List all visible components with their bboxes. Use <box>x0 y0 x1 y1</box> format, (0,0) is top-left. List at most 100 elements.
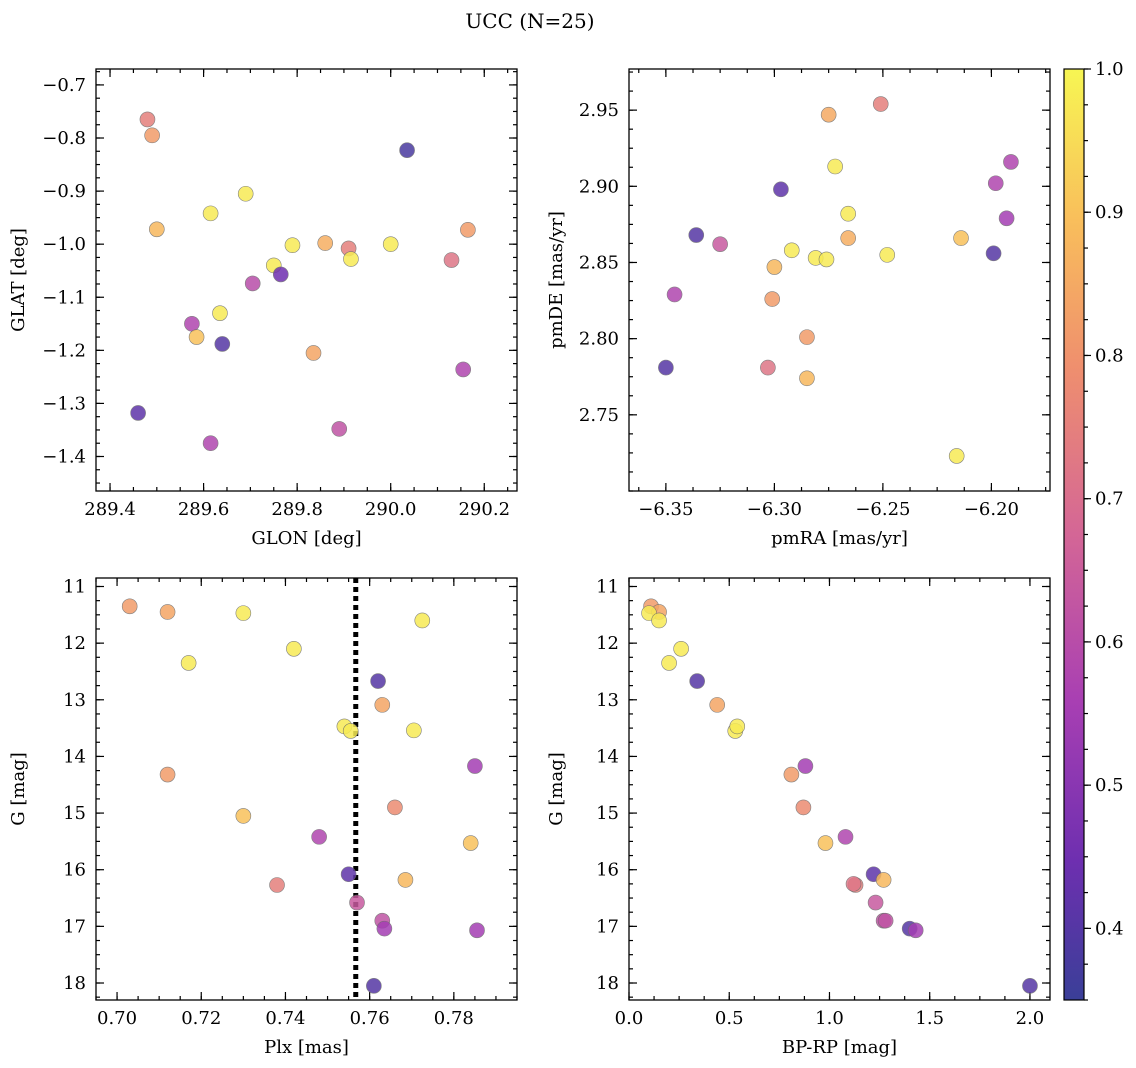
x-tick-label: 0.76 <box>350 1008 390 1029</box>
y-tick-label: 16 <box>63 860 86 881</box>
y-axis-label: G [mag] <box>8 752 29 825</box>
data-point <box>149 221 165 238</box>
data-point <box>202 205 219 222</box>
x-axis-label: BP-RP [mag] <box>782 1037 897 1058</box>
data-point <box>651 612 667 629</box>
y-tick-label: 18 <box>63 973 86 994</box>
data-point <box>244 275 261 292</box>
data-point <box>406 722 422 739</box>
data-point <box>342 723 359 739</box>
data-point <box>311 829 327 845</box>
panel-2: −6.35 −6.30 −6.25 −6.20 2.75 2.80 2.85 2.90 2.95… <box>546 68 1051 549</box>
data-point <box>202 435 219 452</box>
y-tick-label: −1.3 <box>42 393 86 414</box>
data-point <box>455 361 472 378</box>
x-tick-label: 0.0 <box>615 1008 644 1029</box>
y-tick-label: 2.80 <box>579 329 619 350</box>
data-point <box>998 210 1015 227</box>
data-point <box>867 894 884 911</box>
data-point <box>159 766 176 783</box>
data-point <box>827 158 843 175</box>
x-tick-label: 0.78 <box>434 1008 474 1029</box>
data-point <box>414 612 431 629</box>
data-point <box>799 329 815 345</box>
y-tick-label: −1.2 <box>42 340 86 361</box>
axes-frame <box>95 577 518 1001</box>
y-tick-label: 14 <box>596 746 619 767</box>
data-point <box>666 286 683 303</box>
panel-4: 0.0 0.5 1.0 1.5 2.0 11 12 13 14 15 16 17 18 BP-RP [ma… <box>546 576 1051 1058</box>
data-point <box>764 291 781 307</box>
data-point <box>987 175 1004 192</box>
y-tick-label: 15 <box>63 803 86 824</box>
data-point <box>374 697 391 713</box>
y-tick-label: 17 <box>63 916 86 937</box>
y-tick-label: −0.7 <box>42 75 86 96</box>
data-point <box>343 251 359 267</box>
data-point <box>443 252 460 268</box>
data-point <box>462 835 479 851</box>
data-point <box>783 766 800 783</box>
colorbar-tick-label: 0.9 <box>1095 202 1124 223</box>
x-tick-label: 0.72 <box>181 1008 221 1029</box>
x-tick-label: 0.74 <box>265 1008 305 1029</box>
x-tick-label: −6.25 <box>855 499 910 520</box>
data-point <box>817 835 834 851</box>
y-tick-label: −1.4 <box>42 446 86 467</box>
y-tick-label: −1.1 <box>42 287 86 308</box>
data-point <box>760 359 776 376</box>
axes-frame <box>628 68 1051 492</box>
data-point <box>907 922 924 939</box>
y-tick-label: 13 <box>63 690 86 711</box>
data-point <box>766 259 783 275</box>
data-point <box>305 345 322 361</box>
x-axis-label: pmRA [mas/yr] <box>771 528 908 549</box>
data-point <box>188 329 205 345</box>
data-point <box>837 829 854 845</box>
data-point <box>130 405 146 421</box>
data-point <box>340 866 357 883</box>
colorbar-tick-label: 1.0 <box>1095 59 1124 80</box>
data-point <box>729 718 746 735</box>
data-point <box>799 370 815 387</box>
data-point <box>235 605 252 621</box>
data-point <box>818 251 835 268</box>
data-point <box>184 315 200 332</box>
data-point <box>382 236 399 252</box>
data-point <box>877 912 894 929</box>
x-tick-label: 2.0 <box>1016 1008 1045 1029</box>
y-tick-label: 2.95 <box>579 100 619 121</box>
data-point <box>159 604 176 620</box>
data-point <box>180 655 197 671</box>
data-point <box>985 245 1002 262</box>
x-tick-label: −6.35 <box>638 499 693 520</box>
data-point <box>235 808 252 824</box>
data-point <box>144 127 160 144</box>
y-tick-label: 2.75 <box>579 405 619 426</box>
data-point <box>795 799 812 816</box>
figure-title: UCC (N=25) <box>465 9 594 33</box>
y-tick-label: 18 <box>596 973 619 994</box>
data-point <box>349 894 365 911</box>
data-point <box>712 236 728 252</box>
x-tick-label: 0.70 <box>97 1008 137 1029</box>
axes-frame <box>628 577 1051 1001</box>
x-tick-label: 289.6 <box>178 499 230 520</box>
y-tick-label: 17 <box>596 916 619 937</box>
x-tick-label: 290.2 <box>458 499 510 520</box>
data-point <box>661 655 677 671</box>
x-axis-label: GLON [deg] <box>251 528 361 549</box>
data-point <box>840 205 856 222</box>
panel-3: 0.70 0.72 0.74 0.76 0.78 11 12 13 14 15 16 17 18 Plx … <box>8 576 518 1058</box>
data-point <box>1003 154 1019 170</box>
data-point <box>797 758 814 774</box>
x-tick-label: 289.4 <box>84 499 136 520</box>
x-axis-label: Plx [mas] <box>264 1037 349 1058</box>
axes-frame <box>95 68 518 492</box>
data-point <box>286 641 302 657</box>
y-tick-label: 11 <box>63 576 86 597</box>
data-point <box>820 106 837 123</box>
data-point <box>387 799 403 816</box>
y-tick-label: 16 <box>596 860 619 881</box>
data-point <box>212 305 228 321</box>
